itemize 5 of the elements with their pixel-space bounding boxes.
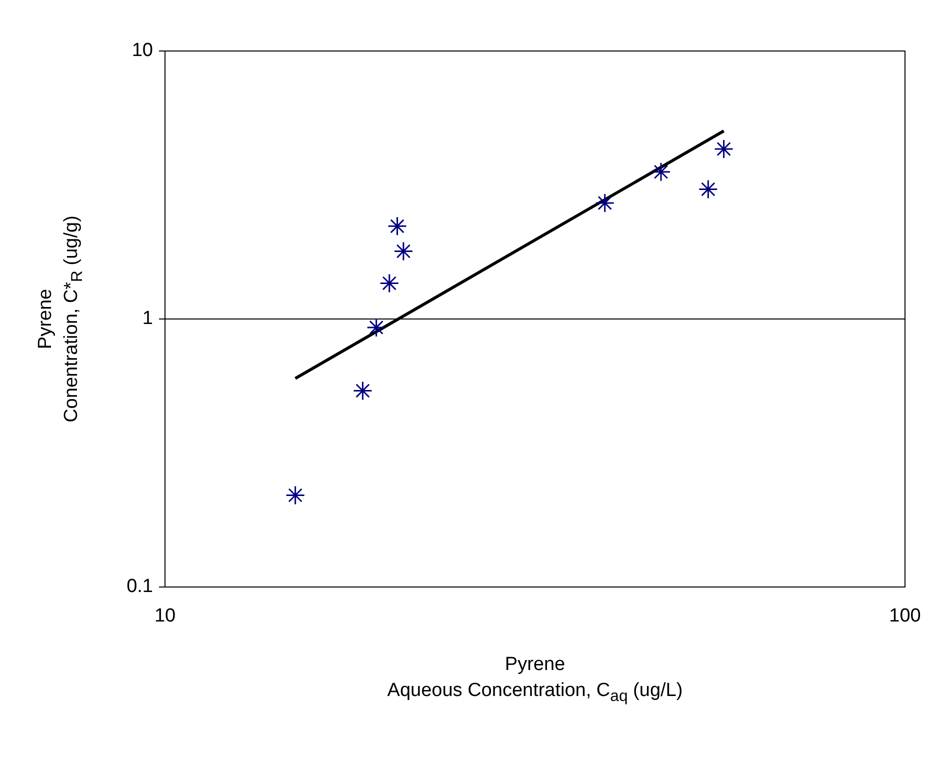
y-tick-label: 1 [142, 308, 153, 330]
y-tick-label: 10 [132, 40, 153, 62]
y-tick-label: 0.1 [126, 576, 153, 598]
x-axis-title: Pyrene Aqueous Concentration, C$_{aq}$ (ug/L) [387, 653, 683, 707]
x-tick-label: 100 [889, 606, 921, 627]
